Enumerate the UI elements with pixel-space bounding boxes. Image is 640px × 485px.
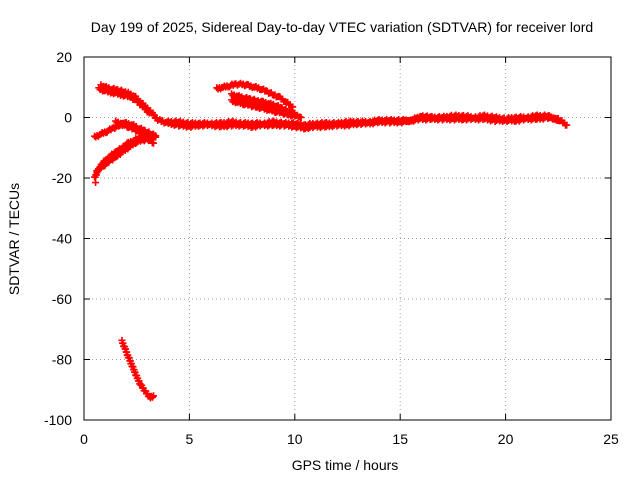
- data-point: [554, 117, 562, 125]
- data-point: [150, 392, 158, 400]
- series-trace-left-cluster-c: [91, 132, 160, 181]
- y-tick-labels: -100 -80 -60 -40 -20 0 20: [44, 49, 72, 428]
- y-tick-label: -40: [52, 231, 72, 247]
- data-point: [563, 121, 571, 129]
- data-point: [145, 109, 153, 117]
- y-tick-label: -20: [52, 170, 72, 186]
- data-point: [158, 117, 166, 125]
- plot-frame: [83, 56, 612, 421]
- series-trace-left-cluster-d: [112, 117, 158, 140]
- x-tick-label: 5: [186, 431, 194, 447]
- data-point: [144, 108, 152, 116]
- data-point: [149, 393, 157, 401]
- data-points: [91, 79, 571, 402]
- y-axis-label: SDTVAR / TECUs: [6, 183, 22, 295]
- data-point: [289, 103, 297, 111]
- data-point: [291, 112, 299, 120]
- x-tick-label: 0: [80, 431, 88, 447]
- grid: [84, 57, 611, 420]
- data-point: [297, 114, 305, 121]
- x-tick-label: 20: [498, 431, 514, 447]
- y-tick-label: -80: [52, 352, 72, 368]
- series-trace-baseline-b: [164, 111, 562, 130]
- series-point-3.6-0: [158, 117, 166, 125]
- series-trace-low: [118, 336, 158, 402]
- y-tick-label: -100: [44, 412, 72, 428]
- x-axis-label: GPS time / hours: [292, 457, 399, 473]
- series-trace-mid-upper: [213, 79, 297, 111]
- x-tick-labels: 0 5 10 15 20 25: [80, 431, 619, 447]
- series-trace-upper-left-b: [95, 84, 153, 117]
- x-tick-label: 25: [603, 431, 619, 447]
- x-tick-label: 10: [287, 431, 303, 447]
- x-tick-label: 15: [392, 431, 408, 447]
- y-tick-label: 0: [64, 110, 72, 126]
- chart-title: Day 199 of 2025, Sidereal Day-to-day VTE…: [91, 19, 593, 35]
- data-point: [150, 130, 158, 138]
- data-point: [290, 111, 298, 119]
- data-point: [92, 179, 100, 187]
- axis-ticks: [83, 56, 612, 421]
- y-tick-label: 20: [56, 49, 72, 65]
- series-trace-mid-upper-c: [228, 96, 299, 120]
- y-tick-label: -60: [52, 291, 72, 307]
- series-point-isolated: [92, 179, 100, 187]
